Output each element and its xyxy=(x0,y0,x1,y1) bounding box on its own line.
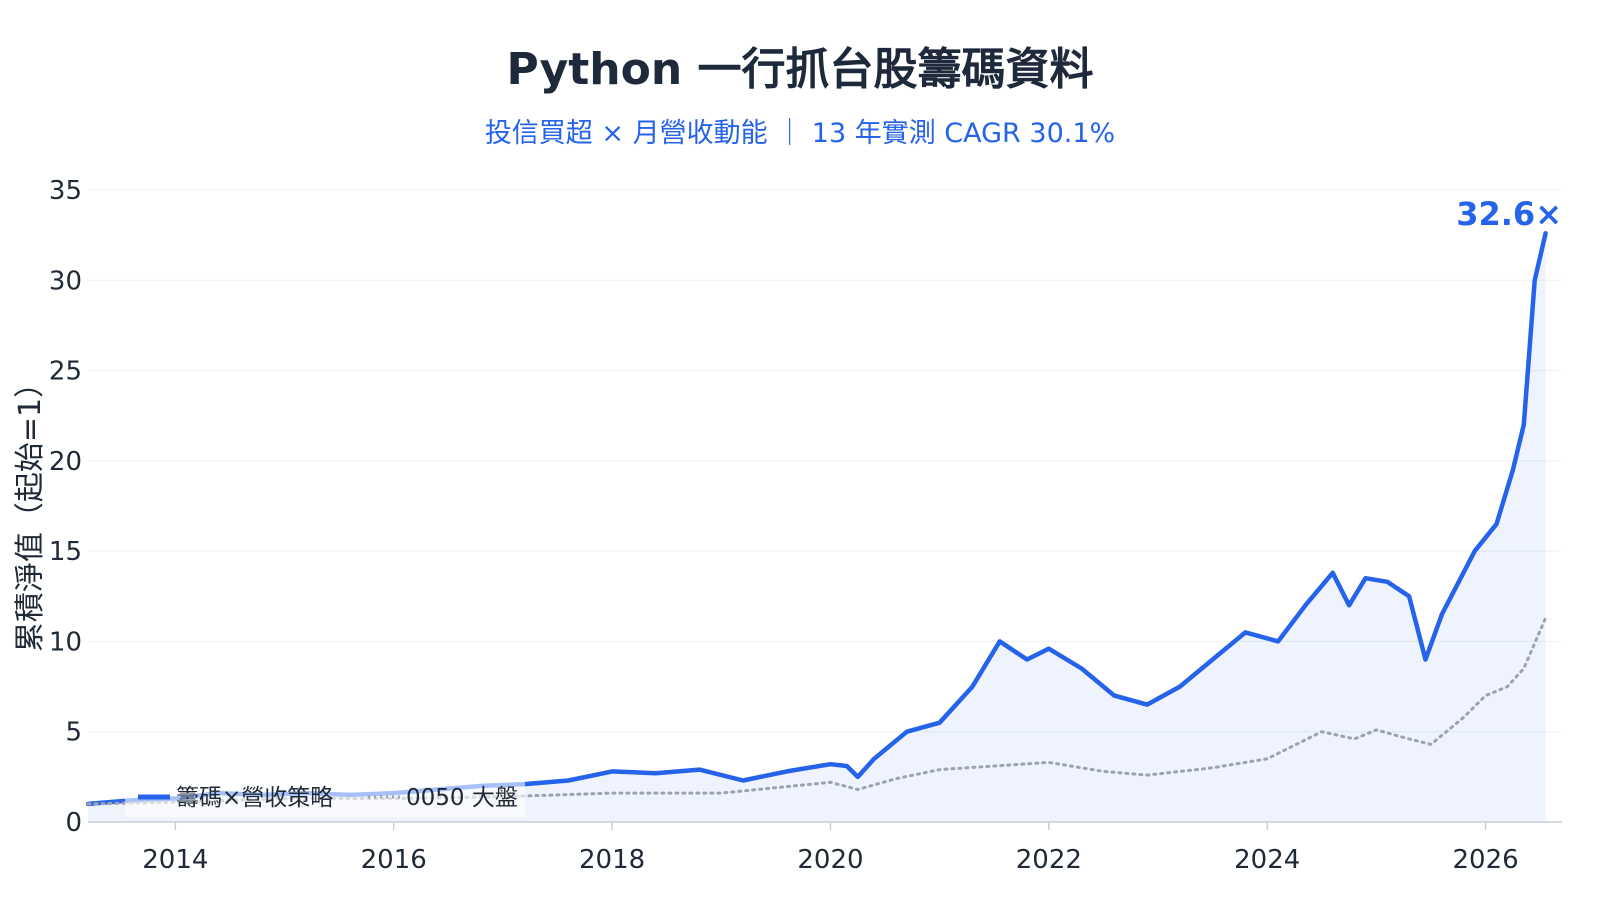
legend-label-benchmark: 0050 大盤 xyxy=(406,785,518,811)
x-tick-label: 2018 xyxy=(579,845,645,875)
chart-subtitle: 投信買超 × 月營收動能 ｜ 13 年實測 CAGR 30.1% xyxy=(485,118,1115,149)
y-tick-label: 20 xyxy=(49,447,82,477)
end-value-label: 32.6× xyxy=(1456,195,1562,233)
x-tick-label: 2014 xyxy=(142,845,208,875)
y-tick-label: 15 xyxy=(49,537,82,567)
x-tick-label: 2016 xyxy=(361,845,427,875)
legend-background xyxy=(125,777,525,817)
x-tick-label: 2022 xyxy=(1016,845,1082,875)
chart-title: Python 一行抓台股籌碼資料 xyxy=(507,44,1094,95)
y-tick-label: 0 xyxy=(65,808,82,838)
grid-lines xyxy=(88,189,1562,823)
legend-label-strategy: 籌碼×營收策略 xyxy=(176,785,333,811)
series-line-1 xyxy=(86,616,1548,806)
y-tick-label: 35 xyxy=(49,176,82,206)
series-area-0 xyxy=(88,233,1546,823)
y-tick-label: 30 xyxy=(49,266,82,296)
y-tick-label: 5 xyxy=(65,718,82,748)
x-tick-label: 2026 xyxy=(1452,845,1518,875)
strategy-area xyxy=(88,233,1546,823)
y-axis-label: 累積淨值（起始=1） xyxy=(13,368,48,652)
legend: 籌碼×營收策略 0050 大盤 xyxy=(125,777,525,817)
x-tick-label: 2020 xyxy=(797,845,863,875)
x-tick-label: 2024 xyxy=(1234,845,1300,875)
y-tick-label: 10 xyxy=(49,627,82,657)
y-tick-label: 25 xyxy=(49,357,82,387)
axes: 0 5 10 15 20 25 30 35 2014 2016 2018 2020 2022 2024 20… xyxy=(49,176,1562,875)
